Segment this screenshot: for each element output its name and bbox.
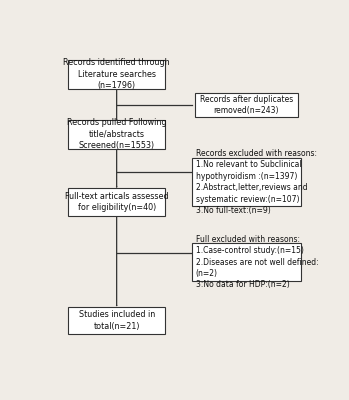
FancyBboxPatch shape — [68, 60, 165, 89]
Text: Records after duplicates
removed(n=243): Records after duplicates removed(n=243) — [200, 95, 293, 115]
Text: Records identified through
Literature searches
(n=1796): Records identified through Literature se… — [63, 58, 170, 90]
Text: Full-text articals assessed
for eligibility(n=40): Full-text articals assessed for eligibil… — [65, 192, 169, 212]
FancyBboxPatch shape — [195, 94, 298, 116]
FancyBboxPatch shape — [68, 307, 165, 334]
FancyBboxPatch shape — [192, 243, 300, 281]
Text: Records pulled Following
title/abstracts
Screened(n=1553): Records pulled Following title/abstracts… — [67, 118, 166, 150]
Text: Records excluded with reasons:
1.No relevant to Subclinical
hypothyroidism :(n=1: Records excluded with reasons: 1.No rele… — [196, 149, 317, 215]
FancyBboxPatch shape — [68, 188, 165, 216]
FancyBboxPatch shape — [68, 120, 165, 149]
Text: Studies included in
total(n=21): Studies included in total(n=21) — [79, 310, 155, 331]
Text: Full excluded with reasons:
1.Case-control study:(n=15)
2.Diseases are not well : Full excluded with reasons: 1.Case-contr… — [196, 235, 318, 290]
FancyBboxPatch shape — [192, 158, 300, 206]
